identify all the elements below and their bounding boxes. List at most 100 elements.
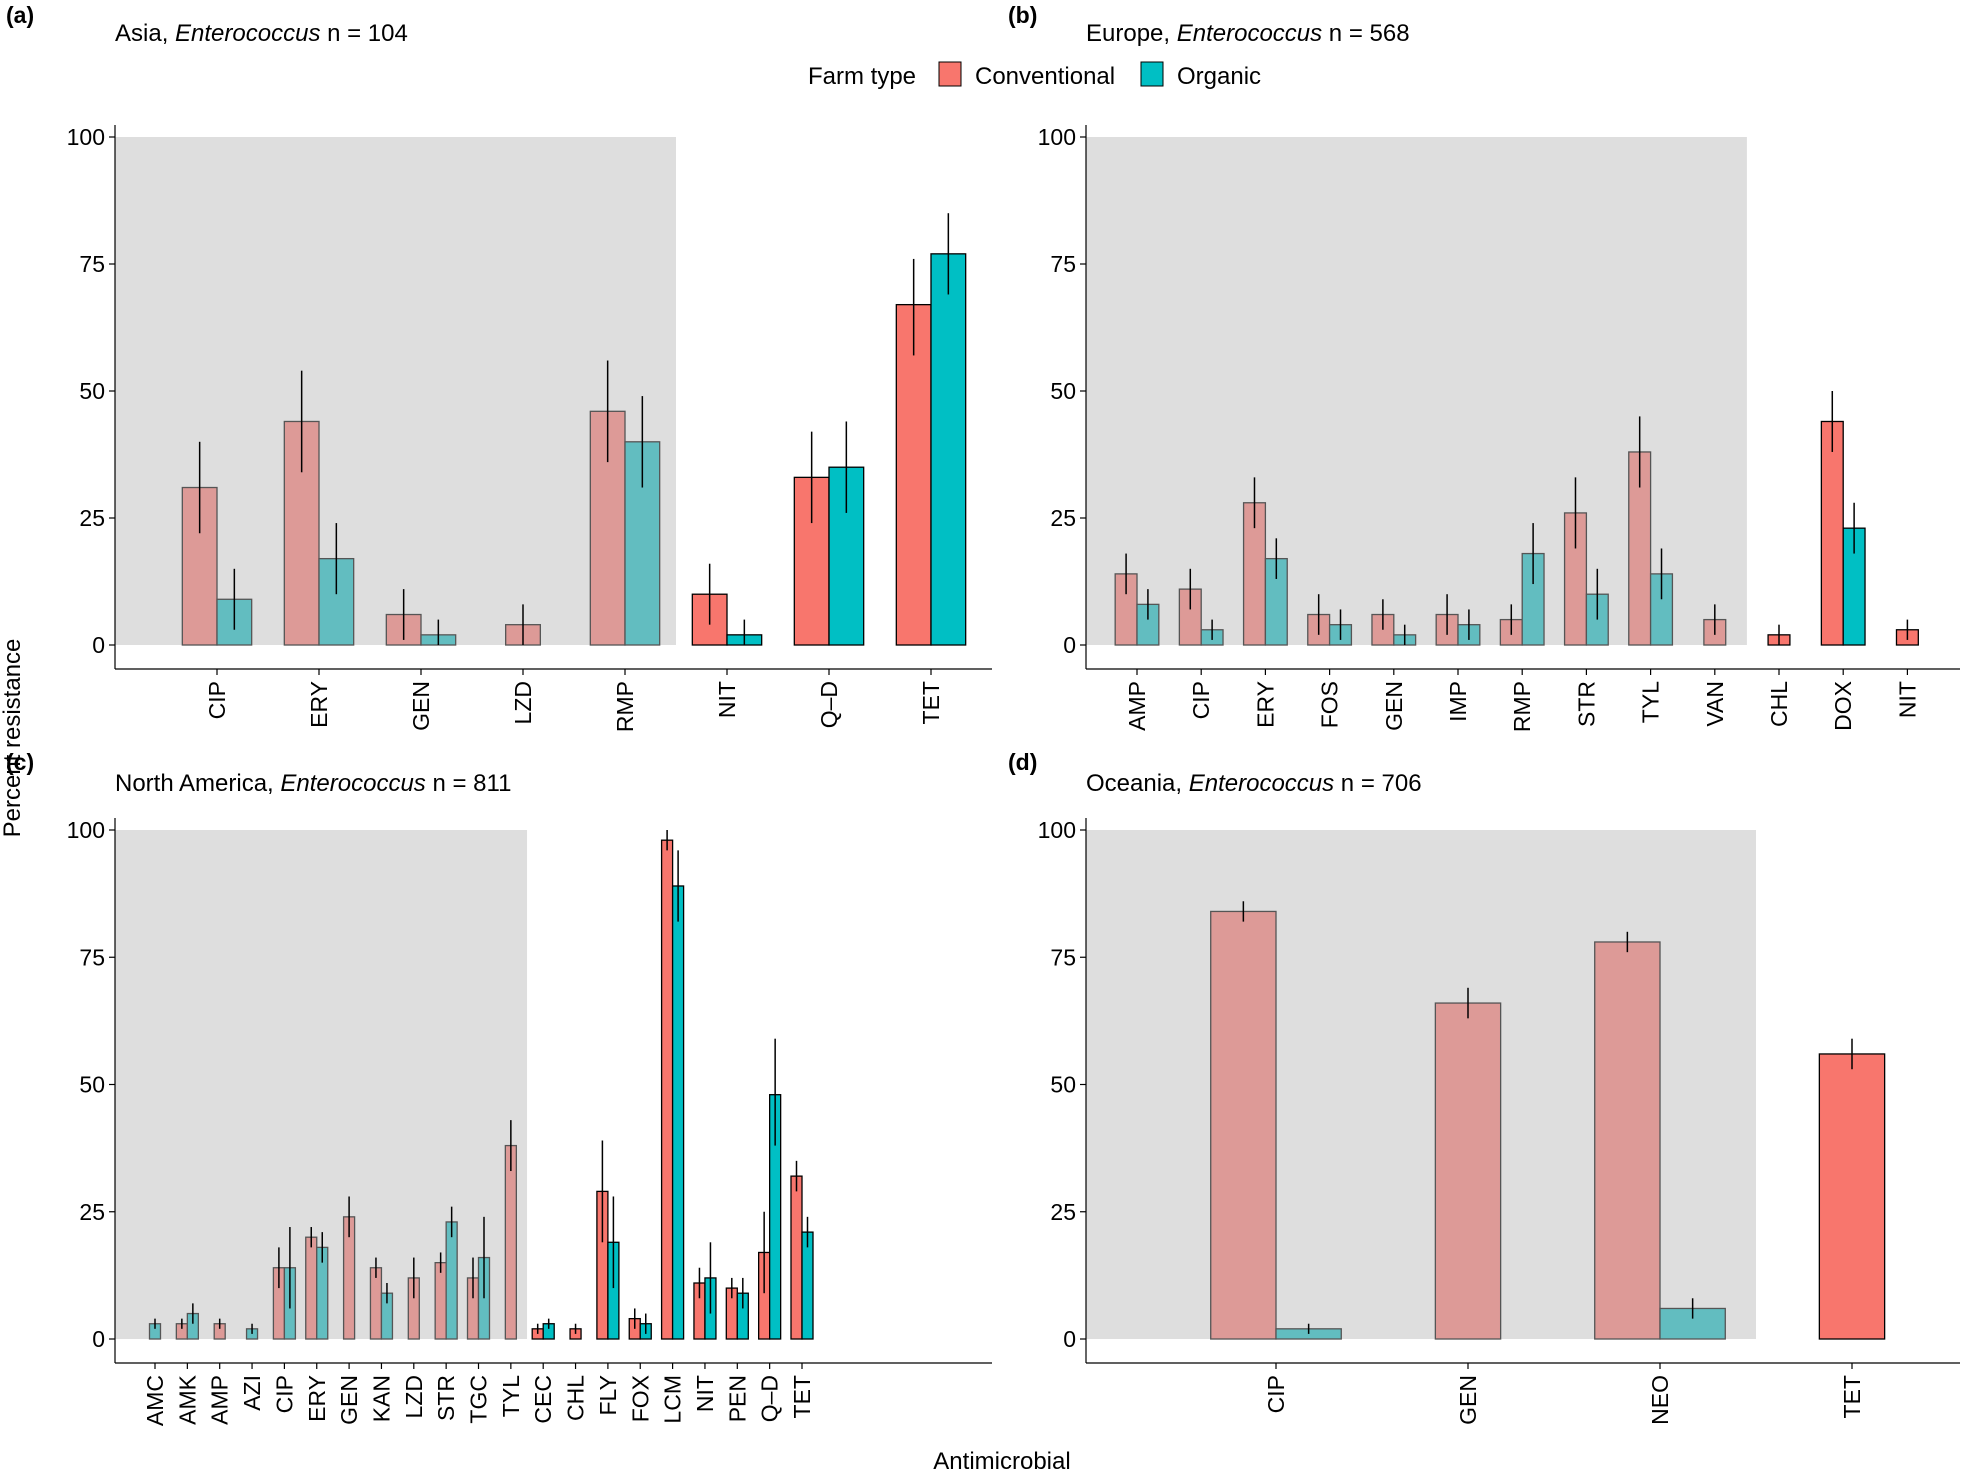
x-tick-label-tyl: TYL xyxy=(1638,681,1664,723)
x-tick-label-amp: AMP xyxy=(1124,681,1150,731)
bar-conventional-kan xyxy=(369,1267,383,1340)
y-tick-label: 0 xyxy=(1063,632,1076,658)
x-tick-label-fos: FOS xyxy=(1317,681,1343,728)
x-tick-label-rmp: RMP xyxy=(1509,681,1535,732)
y-tick-label: 25 xyxy=(79,1199,105,1225)
bar-conventional-neo xyxy=(1594,941,1661,1340)
bar-conventional-cip xyxy=(1210,910,1277,1340)
x-tick-label-nit: NIT xyxy=(1894,681,1920,718)
legend-key-organic xyxy=(1140,61,1164,87)
x-tick-label-ery: ERY xyxy=(1252,681,1278,728)
y-tick-label: 0 xyxy=(92,632,105,658)
plot-area: 0 25 50 75 100 AMC AMK AMP AZI CIP ERY GEN KAN LZD STR… xyxy=(67,817,992,1426)
x-tick-label-gen: GEN xyxy=(1455,1375,1481,1425)
bar-conventional-dox xyxy=(1820,420,1844,646)
x-tick-label-str: STR xyxy=(1573,681,1599,727)
x-tick-label-tet: TET xyxy=(789,1375,815,1418)
bar-organic-lcm xyxy=(671,885,685,1340)
x-tick-label-kan: KAN xyxy=(368,1375,394,1422)
legend-label-conventional: Conventional xyxy=(975,63,1115,90)
x-tick-label-fly: FLY xyxy=(595,1375,621,1415)
x-tick-label-gen: GEN xyxy=(336,1375,362,1425)
panel-oceania: 0 25 50 75 100 CIP GEN NEO TET (d) Oceania, Ente… xyxy=(1008,749,1960,1425)
bar-conventional-tet xyxy=(790,1175,803,1340)
panel-asia: 0 25 50 75 100 CIP ERY GEN LZD RMP NIT Q–D TET (a) A… xyxy=(6,2,992,732)
bar-conventional-tyl xyxy=(504,1144,517,1340)
y-axis-title: Percent resistance xyxy=(0,639,26,838)
panel-letter: (b) xyxy=(1008,2,1037,28)
x-tick-label-lzd: LZD xyxy=(401,1375,427,1418)
bar-organic-tet xyxy=(930,253,967,646)
x-tick-label-gen: GEN xyxy=(408,681,434,731)
y-tick-label: 75 xyxy=(1050,944,1076,970)
panel-title: Asia, Enterococcus n = 104 xyxy=(115,20,408,47)
plot-area: 0 25 50 75 100 CIP GEN NEO TET xyxy=(1038,817,1960,1425)
x-tick-label-pen: PEN xyxy=(724,1375,750,1422)
x-tick-label-q-d: Q–D xyxy=(816,681,842,728)
x-tick-label-tgc: TGC xyxy=(466,1375,492,1424)
panel-letter: (d) xyxy=(1008,749,1037,775)
x-tick-label-tyl: TYL xyxy=(498,1375,524,1417)
y-tick-label: 0 xyxy=(1063,1326,1076,1352)
x-tick-label-neo: NEO xyxy=(1647,1375,1673,1425)
plot-area: 0 25 50 75 100 AMP CIP ERY FOS GEN IMP RMP STR TYL VAN… xyxy=(1038,124,1960,732)
legend-title: Farm type xyxy=(808,63,916,90)
legend-label-organic: Organic xyxy=(1177,63,1261,90)
y-tick-label: 50 xyxy=(79,378,105,404)
y-tick-label: 75 xyxy=(79,944,105,970)
x-tick-label-gen: GEN xyxy=(1381,681,1407,731)
x-tick-label-dox: DOX xyxy=(1830,681,1856,731)
bar-conventional-tet xyxy=(895,303,932,646)
y-tick-label: 100 xyxy=(1038,817,1076,843)
bar-conventional-gen xyxy=(1434,1002,1502,1340)
x-axis-title: Antimicrobial xyxy=(933,1448,1070,1473)
y-tick-label: 50 xyxy=(1050,1072,1076,1098)
x-tick-label-q-d: Q–D xyxy=(757,1375,783,1422)
x-tick-label-tet: TET xyxy=(918,681,944,724)
x-tick-label-fox: FOX xyxy=(627,1375,653,1422)
x-tick-label-cip: CIP xyxy=(1263,1375,1289,1413)
x-tick-label-nit: NIT xyxy=(692,1375,718,1412)
y-tick-label: 100 xyxy=(1038,124,1076,150)
x-tick-label-amc: AMC xyxy=(142,1375,168,1426)
x-tick-label-lzd: LZD xyxy=(510,681,536,724)
x-tick-label-azi: AZI xyxy=(239,1375,265,1411)
panel-title: Europe, Enterococcus n = 568 xyxy=(1086,20,1410,47)
x-tick-label-rmp: RMP xyxy=(612,681,638,732)
bar-conventional-ery xyxy=(305,1236,318,1340)
panel-letter: (a) xyxy=(6,2,34,28)
x-tick-label-tet: TET xyxy=(1839,1375,1865,1418)
x-tick-label-chl: CHL xyxy=(563,1375,589,1421)
x-tick-label-amk: AMK xyxy=(174,1374,200,1425)
panel-europe: 0 25 50 75 100 AMP CIP ERY FOS GEN IMP RMP STR TYL VAN… xyxy=(1008,2,1960,732)
x-tick-label-lcm: LCM xyxy=(660,1375,686,1424)
bar-conventional-lcm xyxy=(660,839,674,1340)
x-tick-label-str: STR xyxy=(433,1375,459,1421)
x-tick-label-ery: ERY xyxy=(306,681,332,728)
x-tick-label-amp: AMP xyxy=(207,1375,233,1425)
y-tick-label: 50 xyxy=(1050,378,1076,404)
x-tick-label-van: VAN xyxy=(1702,681,1728,727)
x-tick-label-ery: ERY xyxy=(304,1375,330,1422)
x-tick-label-cip: CIP xyxy=(1188,681,1214,719)
legend-key-conventional xyxy=(938,61,962,87)
y-tick-label: 75 xyxy=(1050,251,1076,277)
y-tick-label: 25 xyxy=(79,505,105,531)
bar-conventional-tet xyxy=(1818,1053,1886,1340)
panel-title: Oceania, Enterococcus n = 706 xyxy=(1086,770,1422,797)
x-tick-label-chl: CHL xyxy=(1766,681,1792,727)
bar-organic-str xyxy=(445,1221,458,1340)
y-tick-label: 50 xyxy=(79,1072,105,1098)
y-tick-label: 100 xyxy=(67,124,105,150)
plot-area: 0 25 50 75 100 CIP ERY GEN LZD RMP NIT Q–D TET xyxy=(67,124,992,732)
panel-title: North America, Enterococcus n = 811 xyxy=(115,770,511,797)
x-tick-label-cec: CEC xyxy=(530,1375,556,1424)
x-tick-label-imp: IMP xyxy=(1445,681,1471,722)
panel-letter: (c) xyxy=(6,749,34,775)
y-tick-label: 0 xyxy=(92,1326,105,1352)
y-tick-label: 25 xyxy=(1050,505,1076,531)
bar-organic-tet xyxy=(801,1231,814,1340)
x-tick-label-cip: CIP xyxy=(271,1375,297,1413)
legend: Farm type Conventional Organic xyxy=(808,61,1261,90)
